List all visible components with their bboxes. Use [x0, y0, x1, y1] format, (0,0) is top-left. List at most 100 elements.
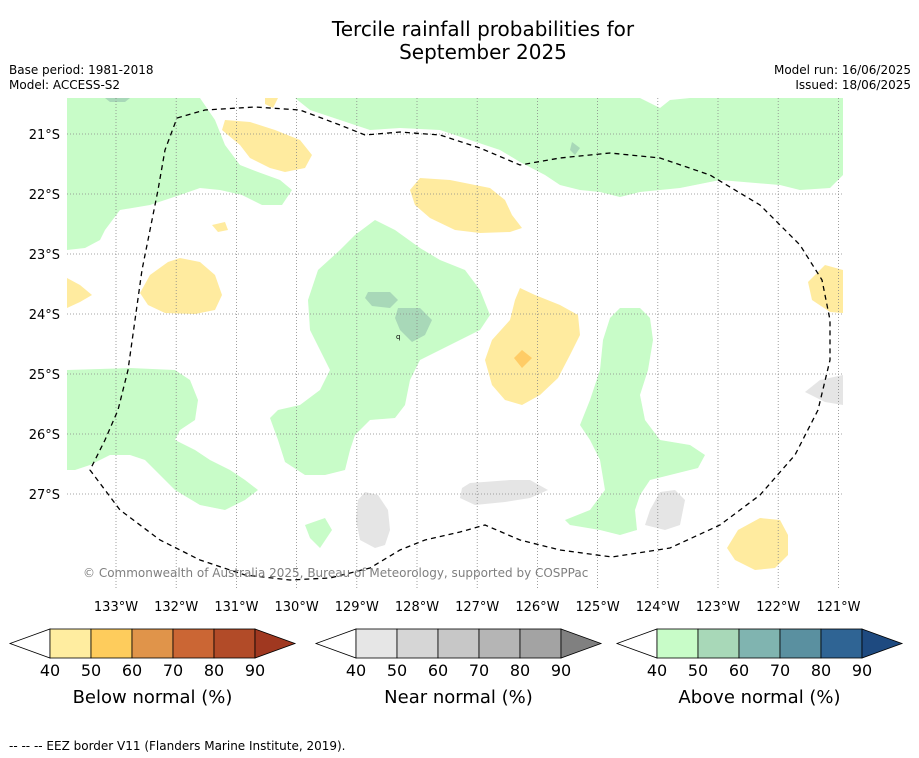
longitude-label: 128°W [395, 600, 439, 615]
issued-date: Issued: 18/06/2025 [795, 78, 911, 92]
longitude-label: 125°W [576, 600, 620, 615]
latitude-labels: 21°S 22°S 23°S 24°S 25°S 26°S 27°S [29, 128, 60, 503]
base-period: Base period: 1981-2018 [9, 63, 154, 77]
colorbar-segment [820, 628, 863, 659]
colorbar-tick-label: 50 [81, 661, 101, 680]
eez-legend-footer: -- -- -- EEZ border V11 (Flanders Marine… [9, 739, 346, 753]
colorbar-tick-label: 80 [204, 661, 224, 680]
near-normal-region [460, 480, 548, 505]
below-normal-region [265, 98, 278, 108]
colorbar-group: 40 50 60 70 80 90 Below normal (%) 40 50 60 70 80 90… [8, 628, 904, 708]
meta-left: Base period: 1981-2018 Model: ACCESS-S2 [9, 63, 154, 93]
colorbar-over-triangle [560, 628, 603, 659]
longitude-label: 123°W [696, 600, 740, 615]
colorbar-tick-label: 90 [551, 661, 571, 680]
colorbar-over-triangle [254, 628, 297, 659]
colorbar-tick-label: 50 [688, 661, 708, 680]
colorbar-tick-label: 60 [428, 661, 448, 680]
above-normal-region [270, 220, 490, 475]
colorbar: 40 50 60 70 80 90 Near normal (%) [314, 628, 603, 708]
longitude-label: 121°W [816, 600, 860, 615]
colorbar-segment [519, 628, 562, 659]
above-normal-region [295, 98, 843, 197]
near-normal-region [805, 375, 843, 405]
latitude-label: 25°S [29, 368, 60, 383]
below-normal-region [808, 265, 843, 313]
colorbar-tick-label: 60 [729, 661, 749, 680]
above-normal-50-region [365, 292, 398, 308]
above-normal-50-region [570, 142, 580, 155]
colorbar-tick-label: 80 [811, 661, 831, 680]
longitude-label: 132°W [154, 600, 198, 615]
colorbar-segment [437, 628, 480, 659]
colorbar-tick-label: 70 [770, 661, 790, 680]
longitude-label: 122°W [756, 600, 800, 615]
below-normal-region [222, 120, 312, 172]
colorbar-under-triangle [615, 628, 658, 659]
latitude-label: 26°S [29, 428, 60, 443]
colorbar-label: Below normal (%) [73, 687, 233, 708]
above-normal-50-region [395, 308, 432, 342]
map-region: q [67, 98, 843, 590]
gridlines [67, 98, 843, 590]
colorbar-segment [131, 628, 174, 659]
colorbar-tick-label: 60 [122, 661, 142, 680]
above-normal-region [305, 518, 332, 548]
colorbar-over-triangle [861, 628, 904, 659]
colorbar: 40 50 60 70 80 90 Above normal (%) [615, 628, 904, 708]
colorbar-segment [90, 628, 133, 659]
small-island-marker: q [396, 333, 400, 341]
colorbar-segment [355, 628, 398, 659]
below-normal-region [727, 518, 788, 570]
below-normal-region [212, 222, 228, 232]
latitude-label: 21°S [29, 128, 60, 143]
colorbar-segment [213, 628, 256, 659]
colorbar-segment [656, 628, 699, 659]
latitude-label: 24°S [29, 308, 60, 323]
colorbar-tick-label: 90 [852, 661, 872, 680]
near-normal-region [645, 490, 685, 530]
longitude-label: 129°W [335, 600, 379, 615]
model-run: Model run: 16/06/2025 [773, 63, 911, 77]
model-name: Model: ACCESS-S2 [9, 78, 121, 92]
longitude-labels: 133°W 132°W 131°W 130°W 129°W 128°W 127°W 126°W… [94, 600, 861, 615]
title-line-1: Tercile rainfall probabilities for [331, 17, 635, 41]
longitude-label: 127°W [455, 600, 499, 615]
colorbar-tick-label: 50 [387, 661, 407, 680]
latitude-label: 23°S [29, 248, 60, 263]
above-normal-region [67, 98, 292, 250]
title-line-2: September 2025 [399, 40, 567, 64]
near-normal-region [356, 492, 390, 548]
eez-border [89, 106, 831, 581]
colorbar-segment [697, 628, 740, 659]
above-normal-50-region [105, 98, 130, 102]
colorbar-label: Near normal (%) [384, 687, 533, 708]
colorbar: 40 50 60 70 80 90 Below normal (%) [8, 628, 297, 708]
colorbar-segment [738, 628, 781, 659]
below-normal-50-region [514, 350, 532, 368]
below-normal-region [410, 178, 522, 233]
longitude-label: 133°W [94, 600, 138, 615]
colorbar-tick-label: 70 [163, 661, 183, 680]
colorbar-segment [172, 628, 215, 659]
longitude-label: 124°W [636, 600, 680, 615]
colorbar-segment [49, 628, 92, 659]
map-title: Tercile rainfall probabilities for Septe… [0, 18, 919, 64]
colorbar-label: Above normal (%) [678, 687, 840, 708]
colorbar-tick-label: 40 [40, 661, 60, 680]
colorbar-tick-label: 80 [510, 661, 530, 680]
below-normal-region [140, 258, 222, 314]
above-normal-region [565, 308, 705, 535]
above-normal-region [67, 368, 258, 510]
meta-right: Model run: 16/06/2025 Issued: 18/06/2025 [774, 63, 911, 93]
colorbar-under-triangle [314, 628, 357, 659]
colorbar-segment [478, 628, 521, 659]
colorbar-under-triangle [8, 628, 51, 659]
latitude-label: 22°S [29, 188, 60, 203]
colorbar-tick-label: 70 [469, 661, 489, 680]
below-normal-region [67, 278, 92, 308]
colorbar-tick-label: 40 [346, 661, 366, 680]
longitude-label: 126°W [515, 600, 559, 615]
colorbar-tick-label: 40 [647, 661, 667, 680]
